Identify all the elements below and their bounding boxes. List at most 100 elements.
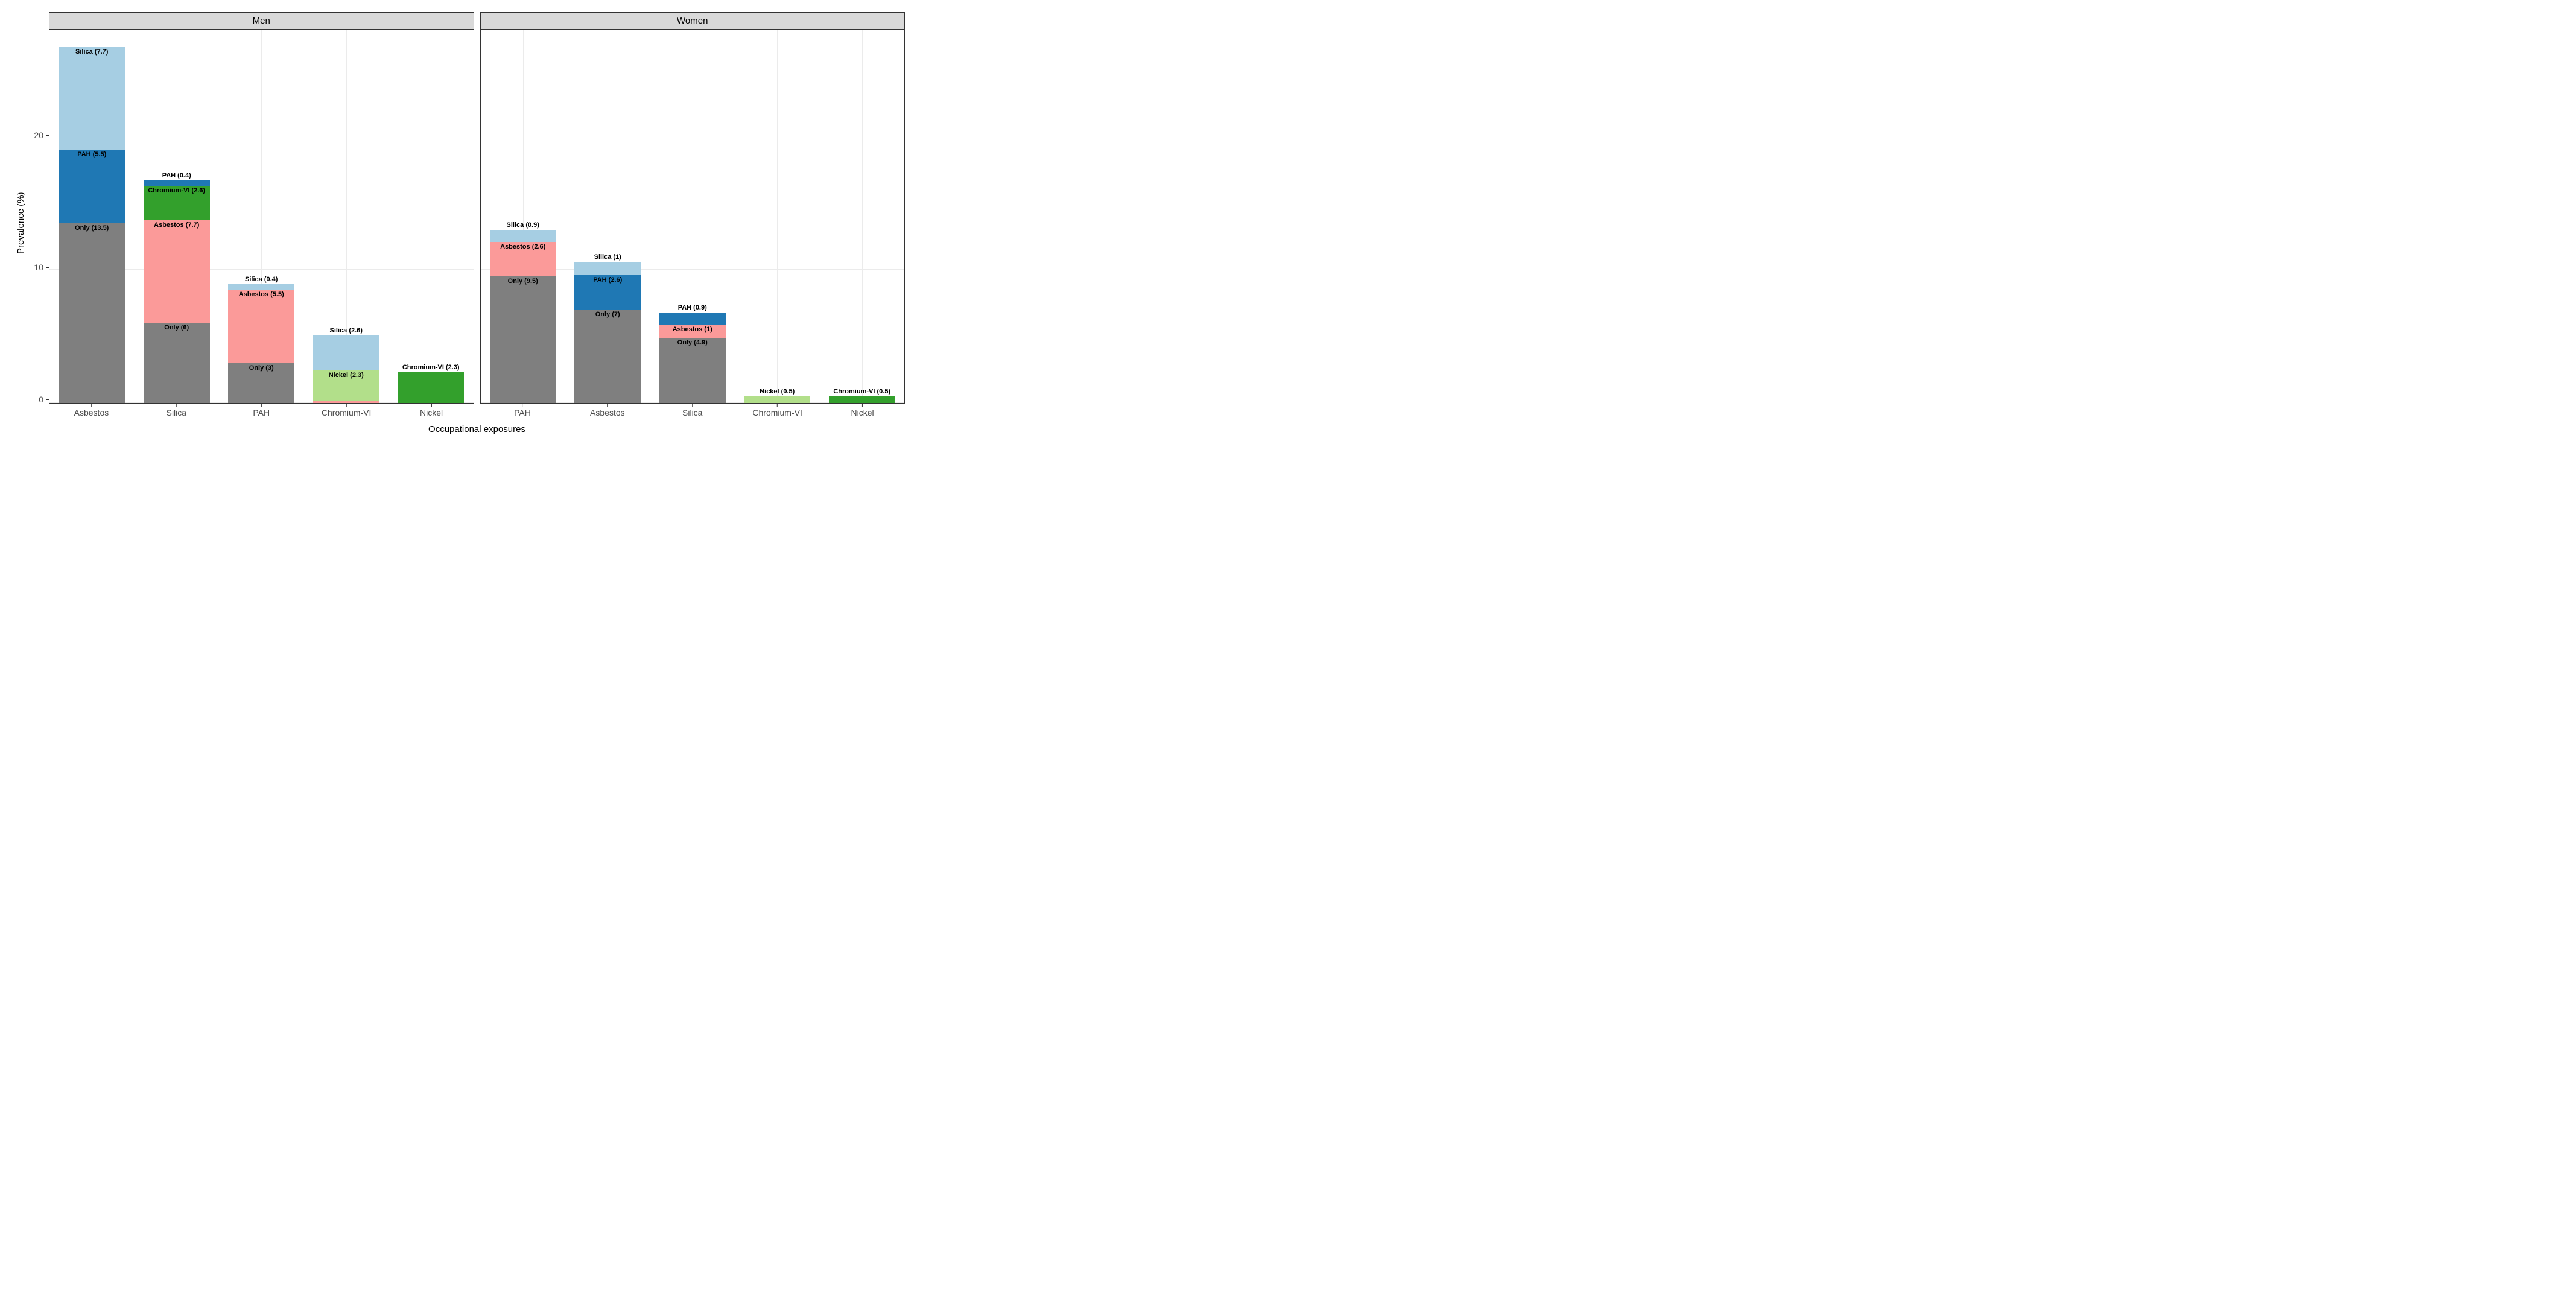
- y-tick-label: 20: [34, 130, 46, 140]
- bar-segment: [144, 180, 210, 186]
- x-tick: Chromium-VI: [752, 404, 802, 417]
- facet-panel: Women Only (9.5) Asbestos (2.6) Silica (0.9…: [480, 12, 906, 404]
- x-axis-title: Occupational exposures: [49, 424, 905, 434]
- bar-segment: [659, 313, 726, 325]
- bar-segment: [744, 396, 810, 403]
- y-tick: 10: [34, 262, 49, 272]
- x-tick: Chromium-VI: [322, 404, 371, 417]
- segment-label: Silica (0.4): [245, 276, 278, 283]
- x-tick-label: Nickel: [420, 408, 443, 417]
- x-tick-mark: [91, 404, 92, 407]
- bar-segment: [144, 323, 210, 403]
- segment-label: PAH (2.6): [593, 276, 622, 284]
- bar-segment: [313, 335, 379, 370]
- x-tick-mark: [777, 404, 778, 407]
- x-tick-label: Silica: [682, 408, 702, 417]
- segment-label: Silica (7.7): [75, 48, 108, 56]
- segment-label: Chromium-VI (0.5): [833, 388, 890, 395]
- bar-group: Only (13.5) PAH (5.5) Silica (7.7): [59, 30, 125, 403]
- x-tick-mark: [692, 404, 693, 407]
- x-tick: Nickel: [851, 404, 874, 417]
- bar-segment: [659, 338, 726, 403]
- segment-label: Silica (0.9): [507, 221, 539, 229]
- segment-label: Nickel (2.3): [329, 372, 364, 379]
- segment-label: Asbestos (7.7): [154, 221, 199, 229]
- chart-panels: MenOnly (13.5)PAH (5.5)Silica (7.7)Only …: [49, 12, 905, 434]
- y-tick: 20: [34, 130, 49, 140]
- x-tick-label: Asbestos: [74, 408, 109, 417]
- segment-label: Silica (2.6): [330, 327, 363, 334]
- facet-title: Women: [480, 12, 906, 30]
- bar-segment: [59, 150, 125, 223]
- x-axis-panel: PAH Asbestos Silica Chromium-VI Nickel: [480, 404, 906, 421]
- x-tick: Asbestos: [74, 404, 109, 417]
- faceted-stacked-bar-chart: Prevalence (%) 0 10 20 Men Only (13.5) PAH (…: [12, 12, 905, 434]
- y-axis: 0 10 20: [26, 12, 49, 434]
- x-tick-label: Nickel: [851, 408, 874, 417]
- x-axis-panel: Asbestos Silica PAH Chromium-VI Nickel: [49, 404, 474, 421]
- x-tick: Silica: [682, 404, 702, 417]
- bar-segment: [228, 284, 294, 290]
- segment-label: Silica (1): [594, 253, 621, 261]
- facet-panel: MenOnly (13.5)PAH (5.5)Silica (7.7)Only …: [49, 12, 474, 404]
- x-tick: Asbestos: [590, 404, 625, 417]
- x-tick-mark: [346, 404, 347, 407]
- bar-group: Chromium-VI (2.3): [398, 30, 464, 403]
- bar-segment: [574, 310, 641, 403]
- segment-label: Nickel (0.5): [760, 388, 795, 395]
- x-tick: PAH: [514, 404, 531, 417]
- y-tick-label: 0: [39, 395, 46, 404]
- plot-area: Only (13.5) PAH (5.5) Silica (7.7) Only (6)…: [49, 30, 474, 404]
- bar-group: Nickel (2.3) Silica (2.6): [313, 30, 379, 403]
- bar-group: Only (6) Asbestos (7.7) Chromium-VI (2.6) P…: [144, 30, 210, 403]
- x-tick-mark: [261, 404, 262, 407]
- plot-area: Only (9.5)Asbestos (2.6)Silica (0.9)Only…: [480, 30, 906, 404]
- segment-label: Only (6): [164, 324, 189, 331]
- x-tick-label: Chromium-VI: [752, 408, 802, 417]
- segment-label: Only (4.9): [677, 339, 708, 346]
- bar-segment: [490, 276, 556, 403]
- x-tick-label: Asbestos: [590, 408, 625, 417]
- bar-group: Nickel (0.5): [744, 30, 810, 403]
- bar-segment: [574, 262, 641, 275]
- x-tick-label: PAH: [253, 408, 270, 417]
- x-tick-mark: [431, 404, 432, 407]
- bar-segment: [398, 372, 464, 403]
- bar-segment: [490, 230, 556, 242]
- y-tick-label: 10: [34, 262, 46, 272]
- bar-group: Only (3) Asbestos (5.5) Silica (0.4): [228, 30, 294, 403]
- x-tick-mark: [862, 404, 863, 407]
- segment-label: PAH (5.5): [77, 151, 106, 158]
- bar-segment: [313, 401, 379, 403]
- x-tick: Nickel: [420, 404, 443, 417]
- bar-group: Chromium-VI (0.5): [829, 30, 895, 403]
- y-axis-title: Prevalence (%): [12, 12, 26, 434]
- segment-label: PAH (0.4): [162, 172, 191, 179]
- segment-label: Asbestos (1): [673, 326, 712, 333]
- segment-label: Only (13.5): [75, 224, 109, 232]
- segment-label: Only (3): [249, 364, 274, 372]
- segment-label: Chromium-VI (2.3): [402, 364, 460, 371]
- x-tick-label: PAH: [514, 408, 531, 417]
- y-tick: 0: [39, 395, 49, 404]
- x-tick: PAH: [253, 404, 270, 417]
- segment-label: Only (7): [595, 311, 620, 318]
- x-tick: Silica: [167, 404, 186, 417]
- segment-label: PAH (0.9): [678, 304, 707, 311]
- segment-label: Chromium-VI (2.6): [148, 187, 205, 194]
- segment-label: Asbestos (2.6): [500, 243, 545, 250]
- x-tick-label: Chromium-VI: [322, 408, 371, 417]
- x-tick-label: Silica: [167, 408, 186, 417]
- bar-group: Only (9.5) Asbestos (2.6) Silica (0.9): [490, 30, 556, 403]
- bar-segment: [59, 223, 125, 403]
- x-tick-mark: [607, 404, 608, 407]
- facet-title: Men: [49, 12, 474, 30]
- bar-segment: [59, 47, 125, 150]
- bar-segment: [228, 290, 294, 363]
- bar-segment: [144, 220, 210, 323]
- segment-label: Only (9.5): [508, 278, 538, 285]
- bar-group: Only (4.9) Asbestos (1) PAH (0.9): [659, 30, 726, 403]
- bar-segment: [829, 396, 895, 403]
- segment-label: Asbestos (5.5): [239, 291, 284, 298]
- x-tick-mark: [176, 404, 177, 407]
